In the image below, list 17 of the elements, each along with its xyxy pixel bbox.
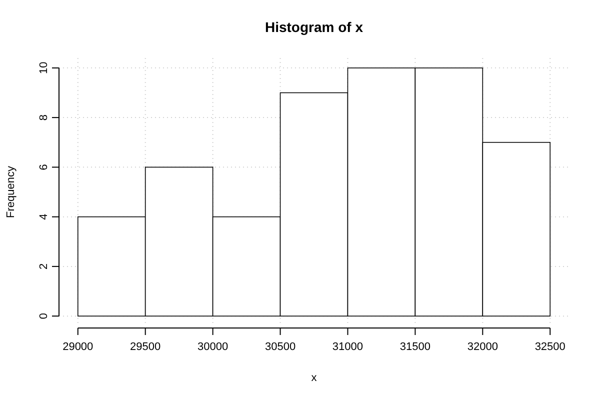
x-axis-title: x [311,372,318,384]
x-tick-label: 29500 [130,341,161,353]
x-tick-label: 32000 [467,341,498,353]
y-axis-title: Frequency [5,166,17,218]
y-tick-label: 2 [38,263,50,270]
x-tick-label: 31500 [400,341,430,353]
y-tick-label: 8 [38,114,50,121]
y-tick-label: 4 [38,214,50,220]
x-tick-label: 31000 [332,341,364,353]
x-tick-label: 32500 [534,341,566,353]
y-tick-label: 6 [38,164,50,170]
chart-title: Histogram of x [264,19,364,35]
y-tick-label: 10 [38,62,50,74]
y-tick-label: 0 [38,313,50,320]
x-tick-label: 29000 [62,341,94,353]
x-tick-label: 30500 [264,341,296,353]
x-tick-label: 30000 [198,341,228,353]
